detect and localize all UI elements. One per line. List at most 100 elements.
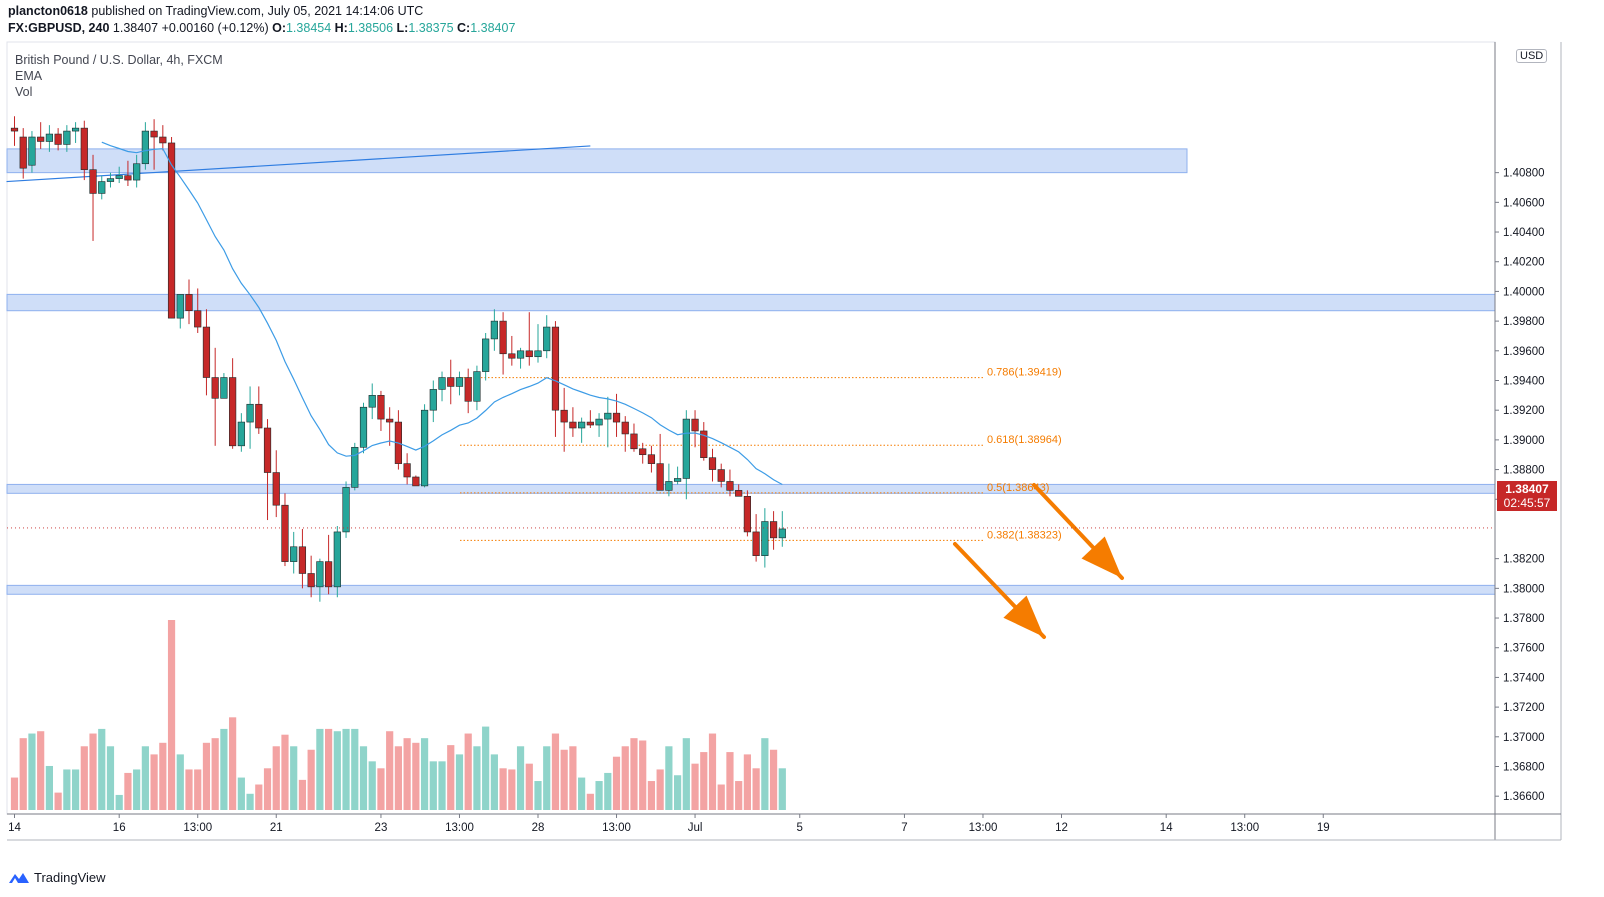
currency-badge[interactable]: USD [1516, 49, 1548, 63]
candle-body [106, 178, 115, 182]
candle [255, 386, 263, 434]
candle-body [176, 294, 184, 319]
candle [211, 347, 219, 446]
y-tick-label: 1.40000 [1503, 286, 1545, 298]
candle-body [159, 136, 167, 144]
low-label: L: [396, 21, 409, 35]
candle-body [778, 528, 786, 539]
series-title: British Pound / U.S. Dollar, 4h, FXCM [15, 53, 223, 67]
x-tick-label: 13:00 [1230, 822, 1259, 834]
x-tick-label: 14 [1160, 822, 1173, 834]
candle-body [63, 130, 71, 145]
candle-body [420, 409, 429, 487]
candle [124, 160, 132, 187]
volume-bar [473, 746, 481, 810]
candle [464, 368, 472, 414]
candle-body [202, 326, 211, 378]
candle [80, 120, 88, 181]
volume-bar [194, 769, 202, 810]
candle [543, 315, 551, 359]
volume-bar [604, 772, 612, 810]
volume-bar [325, 728, 333, 810]
candle-body [473, 371, 481, 402]
candle [194, 288, 202, 333]
volume-bar [10, 777, 19, 810]
y-tick-label: 1.38000 [1503, 583, 1545, 595]
fibonacci-levels: 0.786(1.39419)0.618(1.38964)0.5(1.38643)… [460, 367, 1062, 541]
author-name[interactable]: plancton0618 [8, 4, 88, 18]
candle [324, 534, 333, 595]
candle-body [604, 412, 612, 420]
candle [569, 407, 577, 437]
volume-bar [220, 728, 228, 810]
tradingview-logo-icon [9, 872, 29, 883]
candle [37, 122, 45, 149]
tradingview-footer[interactable]: TradingView [8, 870, 106, 885]
candle-body [490, 320, 498, 340]
candle-body [211, 377, 219, 399]
candle [735, 484, 743, 497]
volume-bar [141, 746, 149, 810]
candle-body [124, 175, 132, 181]
volume-bar [752, 768, 760, 810]
candle-body [290, 546, 298, 562]
candle [761, 508, 769, 568]
candle-body [298, 546, 307, 574]
volume-bar [176, 754, 184, 810]
x-tick-label: 13:00 [445, 822, 474, 834]
candle-body [429, 389, 437, 411]
y-tick-label: 1.39000 [1503, 435, 1545, 447]
candle-body [761, 521, 769, 556]
candle-body [612, 412, 621, 423]
volume-bar [167, 620, 176, 810]
volume-bar [525, 763, 533, 810]
volume-bar [255, 784, 263, 810]
candle [429, 380, 437, 423]
fib-label: 0.618(1.38964) [987, 434, 1062, 446]
volume-bar [394, 746, 402, 810]
candle-body [28, 136, 36, 166]
volume-bar [159, 742, 167, 810]
candle [621, 416, 629, 452]
volume-bar [359, 746, 368, 810]
symbol-label: FX:GBPUSD, 240 [8, 21, 110, 35]
volume-bar [682, 738, 690, 810]
volume-bar [578, 777, 586, 810]
chart-axes: 1.40800 1.40600 1.40400 1.40200 1.40000 1.398… [7, 42, 1562, 841]
candle [307, 555, 315, 598]
candle-body [167, 142, 176, 319]
candle [167, 137, 176, 319]
candle-body [735, 490, 743, 497]
candle [534, 324, 542, 363]
volume-bar [743, 754, 751, 810]
volume-bar [726, 752, 734, 810]
candle-body [80, 127, 88, 170]
y-tick-label: 1.39800 [1503, 316, 1545, 328]
candle-body [386, 418, 394, 423]
x-tick-label: 19 [1317, 822, 1330, 834]
candle [447, 359, 455, 405]
candle-body [377, 395, 385, 420]
volume-bar [54, 792, 62, 810]
volume-bar [115, 794, 123, 810]
candle [54, 128, 62, 151]
candle-body [578, 421, 586, 429]
publish-info: published on TradingView.com, July 05, 2… [91, 4, 424, 18]
candle-body [717, 469, 725, 482]
candle [499, 312, 507, 375]
volume-bar [691, 763, 699, 810]
x-tick-label: Jul [688, 822, 703, 834]
volume-legend[interactable]: Vol [15, 85, 33, 99]
low-value: 1.38375 [408, 21, 454, 35]
close-label: C: [457, 21, 471, 35]
ema-legend[interactable]: EMA [15, 69, 43, 83]
candle-body [281, 504, 289, 562]
volume-bar [717, 784, 725, 810]
candle [316, 558, 324, 602]
candle [71, 122, 80, 143]
y-tick-label: 1.40600 [1503, 197, 1545, 209]
volume-bar [98, 728, 106, 810]
x-tick-label: 28 [532, 822, 545, 834]
candle-body [647, 454, 656, 464]
